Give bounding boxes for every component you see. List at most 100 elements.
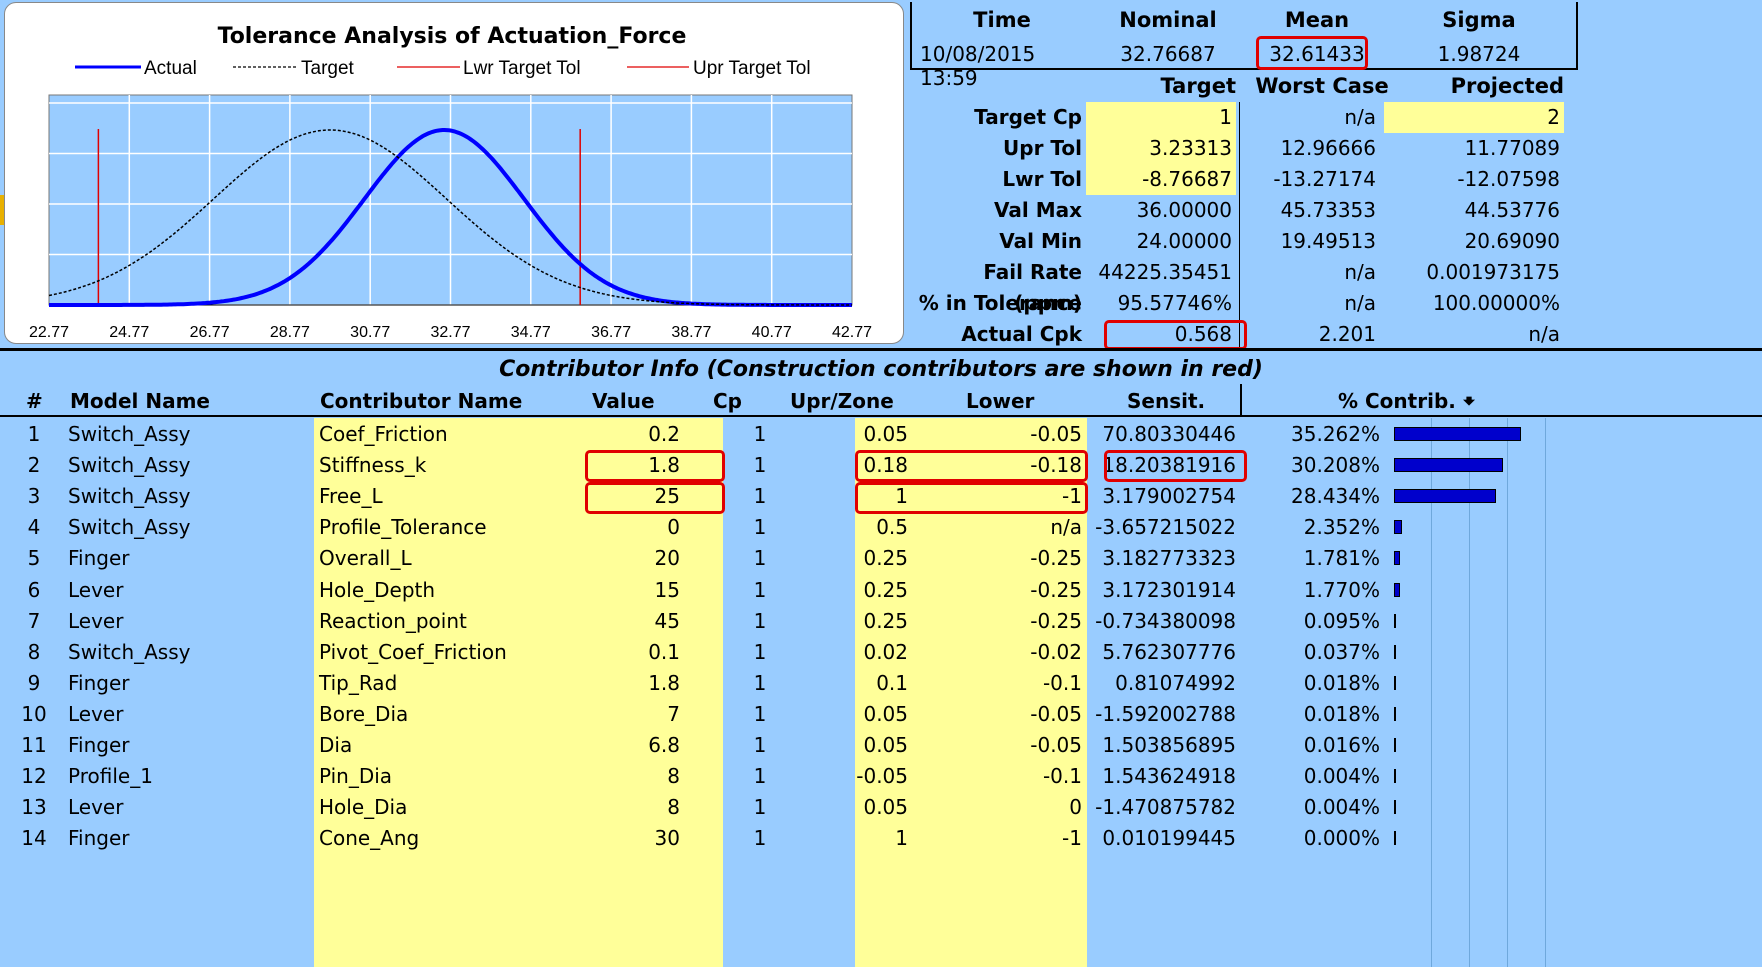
row-lower[interactable]: -0.05 [1030,422,1082,446]
row-value[interactable]: 8 [667,764,680,789]
row-lower[interactable]: -0.18 [1030,453,1082,478]
row-cp[interactable]: 1 [753,546,767,571]
row-cp[interactable]: 1 [753,453,767,478]
row-cp[interactable]: 1 [753,826,767,851]
table-row: 13 Lever Hole_Dia 8 1 0.05 0 -1.470875782 0.004% [0,792,1762,823]
stiffness-value-highlight [585,450,725,482]
row-lower[interactable]: -0.25 [1030,577,1082,602]
row-upr-zone[interactable]: 0.25 [863,608,908,633]
row-cp[interactable]: 1 [753,670,767,695]
row-contributor-name[interactable]: Pivot_Coef_Friction [319,639,507,664]
x-tick-label: 38.77 [671,324,711,341]
row-value[interactable]: 20 [654,546,680,571]
row-value[interactable]: 0.1 [648,639,680,664]
row-lower[interactable]: -0.05 [1030,733,1082,757]
row-lower[interactable]: -0.05 [1030,701,1082,726]
row-num: 13 [21,795,47,820]
row-lower[interactable]: -0.1 [1042,670,1082,695]
table-row: 12 Profile_1 Pin_Dia 8 1 -0.05 -0.1 1.543624918… [0,761,1762,792]
stat-target[interactable]: 1 [1086,102,1236,133]
row-lower[interactable]: -0.25 [1030,546,1082,571]
row-upr-zone[interactable]: -0.05 [856,764,908,789]
stat-worst-case: n/a [1344,105,1376,129]
row-lower[interactable]: -0.25 [1030,608,1082,633]
stat-target: 44225.35451 [1098,260,1232,284]
row-value[interactable]: 6.8 [648,733,680,757]
row-lower[interactable]: -1 [1062,826,1082,851]
x-tick-label: 32.77 [430,324,470,341]
contrib-bar [1394,551,1400,566]
row-contributor-name[interactable]: Overall_L [319,546,412,571]
row-cp[interactable]: 1 [753,608,767,633]
row-cp[interactable]: 1 [753,795,767,820]
col-pct-contrib[interactable]: % Contrib. 🠻 [1338,389,1476,413]
row-cp[interactable]: 1 [753,733,767,757]
row-pct-contrib: 35.262% [1291,422,1380,446]
row-contributor-name[interactable]: Tip_Rad [319,670,398,695]
row-pct-contrib: 0.004% [1303,764,1380,789]
row-contributor-name[interactable]: Hole_Dia [319,795,408,820]
row-value[interactable]: 0.2 [648,422,680,446]
row-upr-zone[interactable]: 0.05 [863,795,908,820]
row-value[interactable]: 1.8 [648,453,680,478]
row-value[interactable]: 15 [654,577,680,602]
row-model-name: Switch_Assy [68,453,191,478]
row-num: 3 [27,484,41,509]
row-model-name: Lever [68,795,124,820]
row-num: 2 [27,453,41,478]
row-contributor-name[interactable]: Bore_Dia [319,701,409,726]
row-cp[interactable]: 1 [753,515,767,540]
row-lower[interactable]: -1 [1062,484,1082,509]
row-lower[interactable]: -0.02 [1030,639,1082,664]
row-contributor-name[interactable]: Cone_Ang [319,826,420,851]
row-upr-zone[interactable]: 0.25 [863,546,908,571]
row-upr-zone[interactable]: 0.05 [863,733,908,757]
row-contributor-name[interactable]: Stiffness_k [319,453,427,478]
row-cp[interactable]: 1 [753,422,767,446]
row-contributor-name[interactable]: Profile_Tolerance [319,515,487,540]
contrib-bar [1394,520,1402,535]
stat-projected: 100.00000% [1432,291,1560,315]
row-cp[interactable]: 1 [753,484,767,509]
row-upr-zone[interactable]: 0.25 [863,577,908,602]
row-contributor-name[interactable]: Dia [319,733,353,757]
row-value[interactable]: 8 [667,795,680,820]
row-value[interactable]: 30 [654,826,680,851]
row-upr-zone[interactable]: 0.5 [876,515,908,540]
row-value[interactable]: 25 [654,484,680,509]
row-lower[interactable]: n/a [1050,515,1082,540]
row-cp[interactable]: 1 [753,577,767,602]
row-contributor-name[interactable]: Free_L [319,484,383,509]
row-cp[interactable]: 1 [753,764,767,789]
row-pct-contrib: 0.018% [1303,670,1380,695]
row-upr-zone[interactable]: 0.1 [876,670,908,695]
row-value[interactable]: 7 [667,701,680,726]
row-cp[interactable]: 1 [753,701,767,726]
row-lower[interactable]: 0 [1069,795,1082,820]
row-contributor-name[interactable]: Hole_Depth [319,577,436,602]
header-divider [1240,384,1242,416]
row-upr-zone[interactable]: 0.18 [863,453,908,478]
row-contributor-name[interactable]: Coef_Friction [319,422,448,446]
stat-target[interactable]: 3.23313 [1086,133,1236,164]
sigma-header: Sigma [1442,8,1516,32]
row-cp[interactable]: 1 [753,639,767,664]
row-value[interactable]: 45 [654,608,680,633]
contrib-bar [1394,427,1521,441]
row-lower[interactable]: -0.1 [1042,764,1082,789]
row-upr-zone[interactable]: 0.05 [863,701,908,726]
row-upr-zone[interactable]: 1 [895,826,908,851]
row-sensit: 1.543624918 [1102,764,1236,789]
row-contributor-name[interactable]: Reaction_point [319,608,467,633]
row-upr-zone[interactable]: 0.02 [863,639,908,664]
row-value[interactable]: 0 [667,515,680,540]
row-value[interactable]: 1.8 [648,670,680,695]
row-model-name: Lever [68,608,124,633]
stat-projected[interactable]: 2 [1384,102,1564,133]
x-tick-label: 26.77 [190,324,230,341]
row-contributor-name[interactable]: Pin_Dia [319,764,393,789]
row-upr-zone[interactable]: 0.05 [863,422,908,446]
row-pct-contrib: 0.095% [1303,608,1380,633]
stat-target[interactable]: -8.76687 [1086,164,1236,195]
row-upr-zone[interactable]: 1 [895,484,908,509]
